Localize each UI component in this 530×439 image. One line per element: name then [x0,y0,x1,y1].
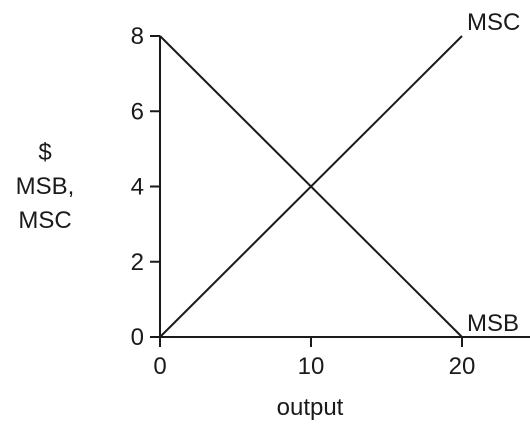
y-tick-label-8: 8 [131,23,144,50]
y-tick-label-4: 4 [131,174,144,201]
plot-area: 0 2 4 6 8 0 10 20 MSB MSC [131,9,530,380]
x-tick-label-20: 20 [449,353,476,380]
series-layer: MSB MSC [159,9,520,338]
y-axis-title-line-1: $ [38,139,51,166]
msc-label: MSC [467,9,520,36]
y-axis-title-line-2: MSB, [16,173,75,200]
x-axis: 0 10 20 [153,336,530,380]
y-axis-title-line-3: MSC [18,207,71,234]
y-tick-label-0: 0 [131,324,144,351]
y-tick-label-2: 2 [131,249,144,276]
msc-line [159,35,463,338]
x-tick-label-0: 0 [153,353,166,380]
y-axis-title: $ MSB, MSC [16,139,75,234]
y-tick-label-6: 6 [131,98,144,125]
msb-label: MSB [467,310,519,337]
x-axis-title: output [277,394,344,421]
x-tick-label-10: 10 [298,353,325,380]
y-axis: 0 2 4 6 8 [131,23,161,351]
